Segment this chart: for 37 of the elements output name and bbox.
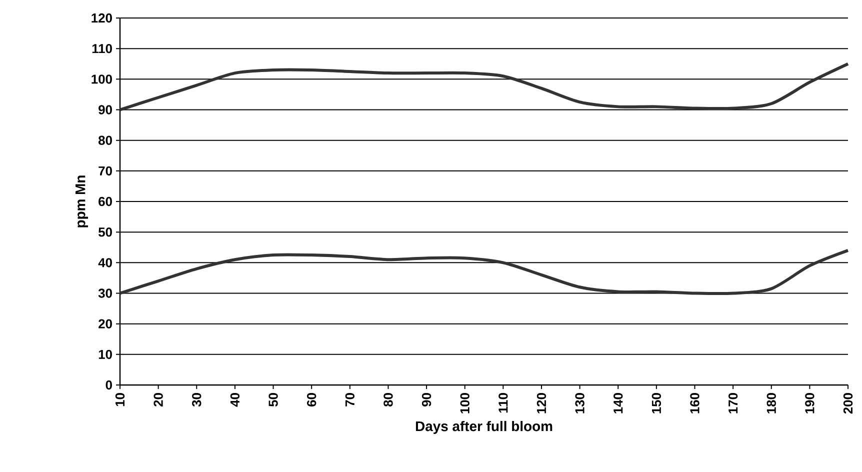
x-tick-label: 100 [460,393,470,414]
y-tick-label: 120 [92,13,112,23]
y-tick-label: 100 [92,74,112,84]
x-tick-label: 10 [115,393,125,406]
y-tick-label: 90 [98,105,112,114]
x-tick-label: 180 [766,393,776,414]
x-tick-label: 60 [306,393,316,406]
x-tick-label: 40 [230,393,240,407]
x-tick-label: 130 [575,393,584,414]
y-tick-label: 60 [98,196,112,206]
x-tick-label: 20 [154,393,163,406]
y-tick-label: 0 [106,380,112,390]
y-tick-label: 50 [98,227,112,237]
x-tick-label: 110 [498,393,508,413]
x-axis-title: Days after full bloom [416,420,552,434]
y-tick-label: 70 [98,166,112,176]
y-tick-label: 30 [98,288,112,298]
x-tick-label: 190 [805,393,814,414]
y-tick-label: 110 [92,44,112,54]
x-tick-label: 70 [345,393,354,406]
x-tick-label: 150 [652,393,662,414]
line-series [118,248,850,296]
x-tick-label: 120 [536,393,546,414]
y-axis-title: ppm Mn [76,176,88,228]
x-tick-label: 50 [268,393,278,407]
x-tick-label: 160 [690,393,700,414]
x-tick-label: 170 [728,393,738,414]
x-tick-label: 140 [614,393,623,414]
line-series [118,62,850,112]
y-tick-label: 20 [98,319,112,328]
x-tick-label: 200 [843,393,853,414]
y-tick-label: 10 [98,350,112,359]
x-tick-label: 90 [422,393,432,406]
y-tick-label: 80 [98,136,112,145]
x-tick-label: 80 [384,393,393,407]
y-tick-label: 40 [98,258,112,268]
x-tick-label: 30 [192,393,202,407]
